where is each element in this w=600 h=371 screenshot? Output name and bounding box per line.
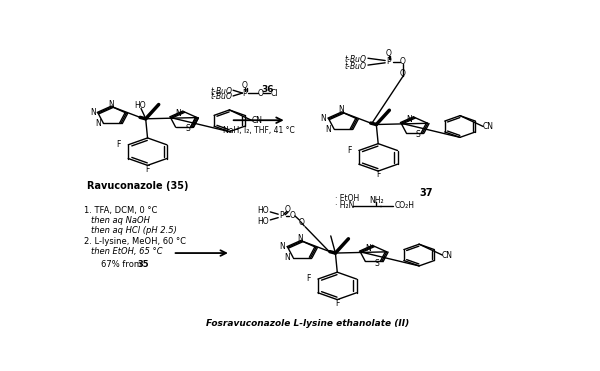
Text: HO: HO	[257, 217, 269, 226]
Text: O: O	[400, 57, 406, 66]
Text: NH₂: NH₂	[369, 196, 383, 205]
Text: N: N	[298, 234, 304, 243]
Text: then aq NaOH: then aq NaOH	[91, 216, 150, 225]
Text: · EtOH: · EtOH	[335, 194, 359, 203]
Text: O: O	[242, 82, 248, 91]
Text: then EtOH, 65 °C: then EtOH, 65 °C	[91, 247, 163, 256]
Text: $t$-BuO: $t$-BuO	[209, 91, 233, 101]
Text: N: N	[365, 244, 371, 253]
Text: F: F	[347, 146, 352, 155]
Text: $t$-BuO: $t$-BuO	[344, 53, 368, 64]
Text: · H₂N: · H₂N	[335, 201, 355, 210]
Text: CN: CN	[482, 122, 493, 131]
Text: F: F	[145, 165, 150, 174]
Text: O: O	[289, 211, 295, 220]
Text: then aq HCl (pH 2.5): then aq HCl (pH 2.5)	[91, 226, 177, 235]
Text: F: F	[376, 170, 380, 179]
Text: O: O	[400, 69, 406, 78]
Text: N: N	[95, 119, 101, 128]
Text: $t$-BuO: $t$-BuO	[209, 85, 233, 96]
Text: 35: 35	[138, 260, 149, 269]
Text: Cl: Cl	[270, 89, 278, 98]
Text: 2. L-lysine, MeOH, 60 °C: 2. L-lysine, MeOH, 60 °C	[84, 237, 187, 246]
Text: N: N	[338, 105, 344, 114]
Text: P: P	[386, 57, 391, 66]
Text: N: N	[280, 242, 285, 251]
Text: 67% from: 67% from	[101, 260, 144, 269]
Text: N: N	[326, 125, 331, 134]
Text: F: F	[116, 140, 121, 149]
Text: 37: 37	[419, 188, 433, 198]
Text: O: O	[386, 49, 392, 58]
Text: N: N	[108, 100, 113, 109]
Text: NaH, I₂, THF, 41 °C: NaH, I₂, THF, 41 °C	[223, 126, 295, 135]
Text: CO₂H: CO₂H	[395, 201, 415, 210]
Text: S: S	[185, 124, 190, 133]
Text: O: O	[258, 89, 264, 98]
Text: N: N	[406, 115, 412, 124]
Text: $t$-BuO: $t$-BuO	[344, 60, 368, 70]
Text: HO: HO	[134, 101, 146, 109]
Text: Fosravuconazole L-lysine ethanolate (II): Fosravuconazole L-lysine ethanolate (II)	[206, 319, 409, 328]
Text: N: N	[284, 253, 290, 262]
Text: Ravuconazole (35): Ravuconazole (35)	[87, 181, 188, 191]
Text: N: N	[90, 108, 95, 117]
Text: P: P	[280, 211, 284, 220]
Text: 1. TFA, DCM, 0 °C: 1. TFA, DCM, 0 °C	[84, 206, 158, 215]
Text: F: F	[306, 274, 311, 283]
Text: P: P	[242, 89, 247, 98]
Text: N: N	[175, 109, 181, 118]
Text: S: S	[375, 259, 380, 267]
Text: N: N	[320, 114, 326, 123]
Text: O: O	[284, 205, 290, 214]
Text: O: O	[299, 218, 305, 227]
Text: S: S	[416, 130, 421, 139]
Text: F: F	[335, 299, 340, 308]
Text: HO: HO	[257, 206, 269, 215]
Text: 36: 36	[262, 85, 274, 94]
Text: CN: CN	[442, 250, 452, 260]
Text: CN: CN	[252, 116, 263, 125]
